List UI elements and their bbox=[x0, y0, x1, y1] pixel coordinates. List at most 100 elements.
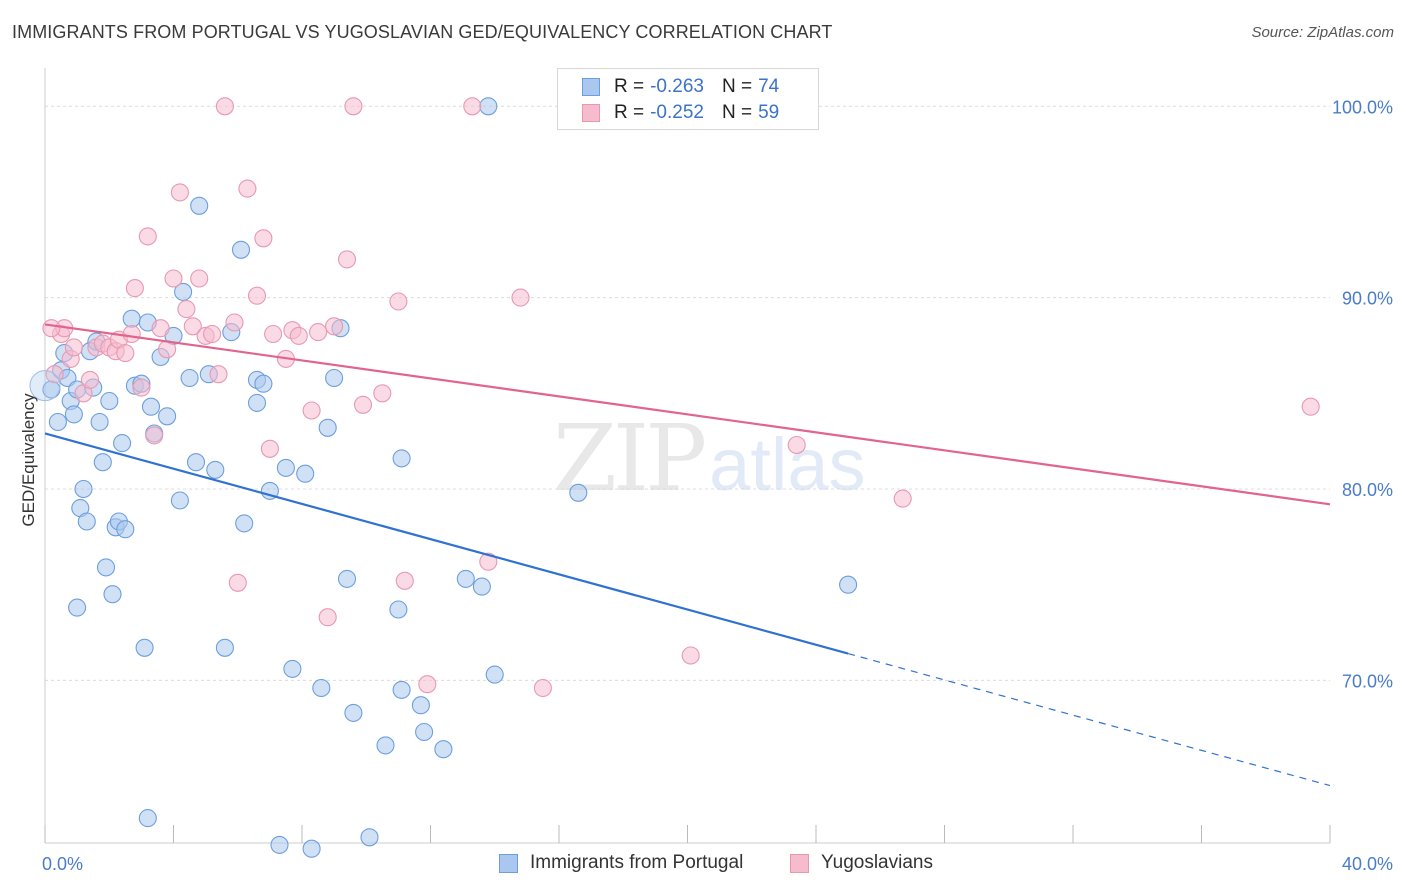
stats-r-label: R = bbox=[614, 76, 645, 97]
data-point bbox=[479, 552, 498, 571]
data-point bbox=[392, 680, 411, 699]
stats-r-value: -0.263 bbox=[650, 76, 704, 97]
data-point bbox=[325, 317, 344, 336]
data-point bbox=[296, 464, 315, 483]
data-point bbox=[485, 665, 504, 684]
data-point bbox=[839, 575, 858, 594]
data-point bbox=[151, 319, 170, 338]
legend-item-yugoslavians[interactable]: Yugoslavians bbox=[790, 852, 933, 874]
data-point bbox=[186, 453, 206, 472]
data-point bbox=[215, 97, 234, 116]
data-point bbox=[238, 179, 257, 198]
data-point bbox=[395, 571, 414, 590]
data-point bbox=[318, 418, 337, 437]
data-point bbox=[113, 434, 132, 453]
series-yugoslavians bbox=[42, 97, 1320, 698]
data-point bbox=[415, 722, 434, 742]
data-point bbox=[209, 365, 228, 384]
grid-lines bbox=[45, 105, 1330, 681]
data-point bbox=[103, 585, 122, 604]
data-point bbox=[42, 319, 61, 338]
data-point bbox=[511, 288, 530, 307]
stats-box: R = -0.263 N = 74 R = -0.252 N = 59 bbox=[557, 68, 819, 130]
data-point bbox=[472, 577, 491, 596]
data-point bbox=[190, 269, 209, 288]
data-point bbox=[215, 638, 234, 657]
trend-lines bbox=[44, 323, 1331, 787]
data-point bbox=[138, 809, 157, 828]
data-point bbox=[225, 313, 244, 332]
data-point bbox=[145, 426, 164, 445]
data-point bbox=[479, 97, 498, 116]
data-point bbox=[228, 573, 247, 592]
data-point bbox=[174, 282, 193, 301]
data-point bbox=[247, 393, 267, 412]
data-point bbox=[96, 558, 116, 577]
trend-line bbox=[44, 432, 849, 655]
data-point bbox=[389, 292, 408, 311]
chart-title: IMMIGRANTS FROM PORTUGAL VS YUGOSLAVIAN … bbox=[12, 22, 833, 42]
data-point bbox=[302, 401, 321, 420]
legend-swatch-yugoslavians bbox=[790, 853, 809, 873]
stats-swatch-portugal bbox=[582, 78, 600, 96]
data-point bbox=[344, 97, 363, 116]
data-point bbox=[289, 326, 308, 345]
data-points bbox=[29, 97, 1320, 858]
data-point bbox=[456, 569, 475, 588]
data-point bbox=[254, 229, 273, 248]
data-point bbox=[787, 435, 806, 455]
data-point bbox=[80, 370, 100, 389]
data-point bbox=[180, 368, 199, 388]
data-point bbox=[389, 600, 408, 619]
data-point bbox=[93, 453, 112, 472]
data-point bbox=[373, 384, 392, 403]
legend-swatch-portugal bbox=[499, 853, 518, 873]
data-point bbox=[77, 512, 96, 531]
series-portugal bbox=[42, 97, 858, 858]
y-tick-label: 80.0% bbox=[1342, 480, 1393, 500]
data-point bbox=[116, 520, 135, 539]
data-point bbox=[353, 395, 373, 414]
data-point bbox=[276, 458, 295, 477]
data-point bbox=[302, 839, 321, 858]
data-point bbox=[100, 391, 119, 411]
data-point bbox=[283, 659, 302, 678]
data-point bbox=[434, 740, 453, 759]
data-point bbox=[337, 250, 357, 269]
data-point bbox=[270, 835, 289, 854]
data-point bbox=[411, 696, 430, 715]
data-point bbox=[206, 460, 225, 479]
legend-label-portugal: Immigrants from Portugal bbox=[530, 852, 744, 873]
data-point bbox=[569, 483, 588, 502]
data-point bbox=[64, 405, 83, 424]
data-point bbox=[116, 344, 135, 363]
stats-n-value: 59 bbox=[758, 102, 780, 123]
data-point bbox=[177, 300, 196, 319]
stats-row-yugoslavians: R = -0.252 N = 59 bbox=[582, 101, 780, 125]
data-point bbox=[533, 678, 552, 698]
data-point bbox=[264, 324, 283, 344]
legend-item-portugal[interactable]: Immigrants from Portugal bbox=[499, 852, 743, 874]
data-point bbox=[29, 370, 61, 402]
y-tick-label: 70.0% bbox=[1342, 671, 1393, 691]
data-point bbox=[235, 514, 254, 533]
data-point bbox=[122, 324, 141, 344]
data-point bbox=[158, 407, 177, 426]
data-point bbox=[309, 323, 328, 342]
data-point bbox=[325, 368, 344, 388]
data-point bbox=[337, 569, 357, 588]
data-point bbox=[164, 269, 183, 288]
data-point bbox=[64, 338, 83, 357]
data-point bbox=[90, 412, 109, 432]
data-point bbox=[681, 646, 700, 665]
data-point bbox=[376, 736, 395, 755]
data-point bbox=[392, 449, 411, 468]
data-point bbox=[203, 324, 222, 344]
data-point bbox=[893, 489, 912, 508]
trend-line bbox=[44, 323, 1331, 506]
data-point bbox=[74, 479, 93, 499]
data-point bbox=[48, 412, 67, 432]
data-point bbox=[360, 828, 379, 847]
y-tick-label: 100.0% bbox=[1332, 97, 1393, 117]
